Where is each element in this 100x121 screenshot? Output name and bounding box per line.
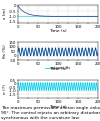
Y-axis label: θs (%): θs (%) xyxy=(3,45,7,58)
Y-axis label: z (m): z (m) xyxy=(3,8,7,19)
X-axis label: Time (s): Time (s) xyxy=(49,29,67,33)
Text: The maximum permissible aileron angle value is
90°. The control rejects an arbit: The maximum permissible aileron angle va… xyxy=(1,106,100,120)
X-axis label: Time (s): Time (s) xyxy=(49,105,67,109)
Y-axis label: e (?): e (?) xyxy=(3,84,7,94)
Legend: setpoint-θs: setpoint-θs xyxy=(43,65,73,72)
X-axis label: Time (s): Time (s) xyxy=(49,67,67,71)
